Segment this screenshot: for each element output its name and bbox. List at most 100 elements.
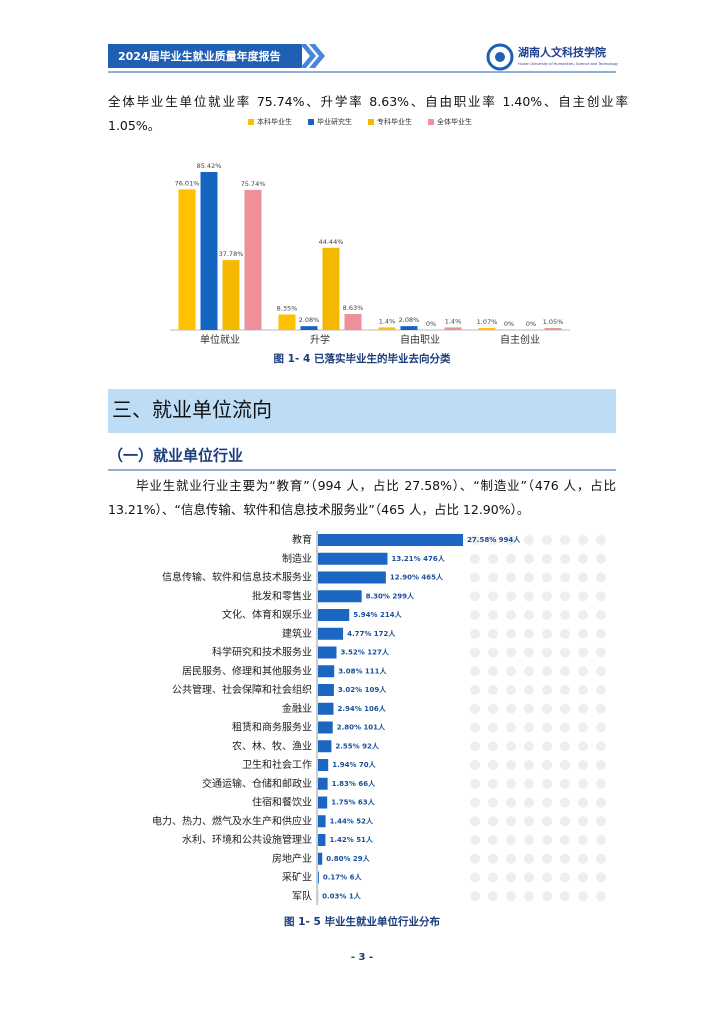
background-icon [488, 741, 498, 752]
background-icon [560, 778, 570, 789]
background-icon [506, 872, 516, 883]
y-tick-label: 文化、体育和娱乐业 [222, 608, 312, 621]
value-label: 2.08% [299, 316, 320, 324]
background-icon [506, 572, 516, 583]
background-icon [542, 553, 552, 564]
background-icon [596, 835, 606, 845]
background-icon [470, 553, 480, 564]
background-icon [560, 816, 570, 827]
background-icon [596, 872, 606, 883]
background-icon [596, 572, 606, 583]
background-icon [506, 778, 516, 789]
school-name: 湖南人文科技学院 [518, 45, 606, 59]
background-icon [578, 760, 588, 770]
y-tick-label: 科学研究和技术服务业 [212, 646, 312, 659]
background-icon [560, 872, 570, 883]
background-icon [488, 853, 498, 864]
x-tick-label: 升学 [310, 333, 330, 346]
background-icon [596, 666, 606, 677]
value-label: 1.4% [379, 317, 396, 325]
value-label: 8.63% [343, 304, 364, 312]
bar [278, 314, 296, 330]
bar [318, 534, 464, 546]
background-icon [596, 703, 606, 714]
school-name-en: Hunan University of Humanities, Science … [518, 62, 618, 66]
value-label: 44.44% [319, 238, 344, 246]
background-icon [560, 835, 570, 845]
value-label: 2.55% 92人 [335, 741, 379, 750]
header-band [108, 44, 302, 68]
bar [318, 871, 319, 884]
background-icon [488, 816, 498, 827]
background-icon [470, 853, 480, 864]
background-icon [524, 647, 534, 658]
background-icon [542, 703, 552, 714]
background-icon [542, 797, 552, 808]
y-tick-label: 农、林、牧、渔业 [232, 739, 312, 752]
paragraph: 全体毕业生单位就业率 75.74%、升学率 8.63%、自由职业率 1.40%、… [108, 94, 628, 133]
value-label: 4.77% 172人 [347, 629, 396, 638]
background-icon [542, 572, 552, 583]
value-label: 1.44% 52人 [330, 816, 374, 825]
background-icon [506, 553, 516, 564]
bar [318, 796, 328, 809]
bar [318, 552, 388, 565]
background-icon [470, 835, 480, 845]
background-icon [596, 535, 606, 545]
background-icon [542, 891, 552, 902]
value-label: 0.17% 6人 [323, 873, 363, 882]
background-icon [578, 535, 588, 545]
legend-swatch [368, 119, 374, 125]
background-icon [470, 703, 480, 714]
bar [318, 759, 329, 771]
bar [222, 260, 240, 330]
background-icon [488, 572, 498, 583]
background-icon [506, 835, 516, 845]
background-icon [470, 572, 480, 583]
background-icon [596, 816, 606, 827]
background-icon [506, 685, 516, 695]
section-heading: 三、就业单位流向 [112, 398, 272, 422]
background-icon [470, 760, 480, 770]
background-icon [488, 553, 498, 564]
background-icon [524, 741, 534, 752]
value-label: 1.94% 70人 [332, 760, 376, 769]
background-icon [542, 685, 552, 695]
background-icon [560, 610, 570, 620]
background-icon [596, 778, 606, 789]
background-icon [506, 666, 516, 677]
background-icon [524, 872, 534, 883]
legend-label: 本科毕业生 [257, 117, 292, 126]
background-icon [560, 553, 570, 564]
background-icon [596, 797, 606, 808]
legend-swatch [428, 119, 434, 125]
background-icon [506, 722, 516, 733]
background-icon [524, 553, 534, 564]
background-icon [542, 816, 552, 827]
background-icon [488, 835, 498, 845]
background-icon [488, 703, 498, 714]
value-label: 0.80% 29人 [326, 854, 370, 863]
value-label: 8.30% 299人 [366, 591, 415, 600]
background-icon [578, 572, 588, 583]
bar [322, 247, 340, 330]
background-icon [578, 853, 588, 864]
legend-swatch [308, 119, 314, 125]
background-icon [542, 741, 552, 752]
background-icon [524, 835, 534, 845]
background-icon [506, 647, 516, 658]
y-tick-label: 军队 [292, 889, 312, 902]
caption: 图 1- 4 已落实毕业生的毕业去向分类 [274, 352, 451, 365]
background-icon [596, 610, 606, 620]
background-icon [542, 872, 552, 883]
y-tick-label: 交通运输、仓储和邮政业 [202, 777, 312, 790]
value-label: 1.07% [477, 318, 498, 326]
background-icon [470, 797, 480, 808]
background-icon [578, 666, 588, 677]
y-tick-label: 居民服务、修理和其他服务业 [182, 664, 312, 677]
bar [244, 189, 262, 330]
background-icon [506, 760, 516, 770]
background-icon [560, 703, 570, 714]
